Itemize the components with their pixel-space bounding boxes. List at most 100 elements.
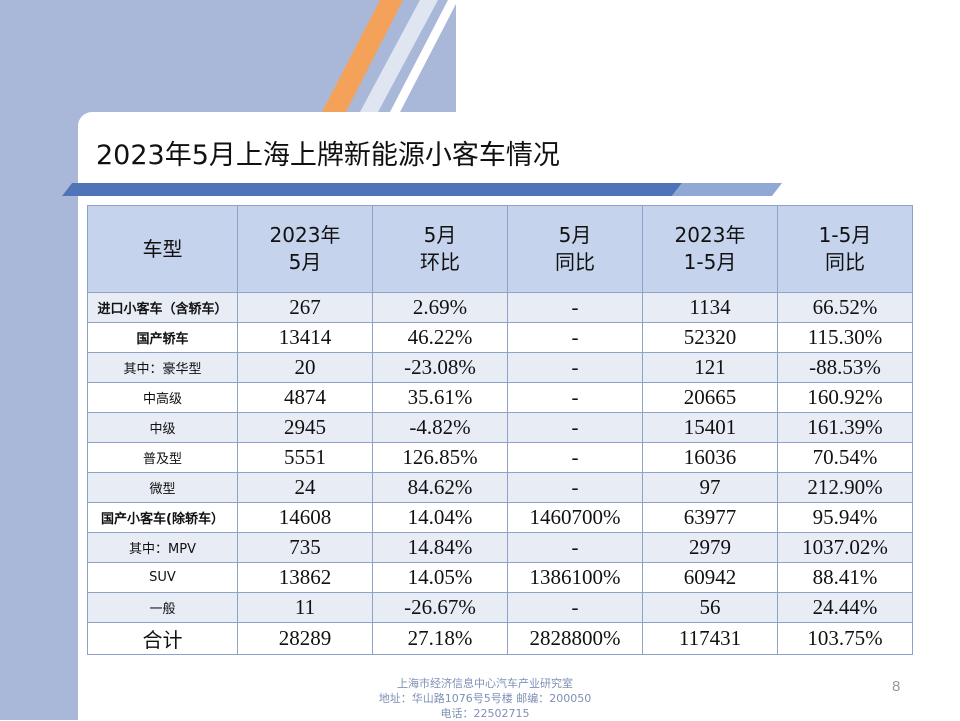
table-cell: 212.90% <box>777 472 913 503</box>
table-row: SUV 13862 14.05% 1386100% 60942 88.41% <box>87 562 913 593</box>
table-row: 国产轿车 13414 46.22% - 52320 115.30% <box>87 322 913 353</box>
header-cell: 5月 环比 <box>372 205 508 293</box>
table-cell: 1134 <box>642 292 778 323</box>
table-cell: 2945 <box>237 412 373 443</box>
table-cell: 126.85% <box>372 442 508 473</box>
header-cell: 2023年 5月 <box>237 205 373 293</box>
row-label: 一般 <box>87 592 238 623</box>
table-cell: 13414 <box>237 322 373 353</box>
header-cell: 车型 <box>87 205 238 293</box>
table-cell: 84.62% <box>372 472 508 503</box>
table-cell: 161.39% <box>777 412 913 443</box>
table-row: 普及型 5551 126.85% - 16036 70.54% <box>87 442 913 473</box>
row-label: SUV <box>87 562 238 593</box>
table-cell: 735 <box>237 532 373 563</box>
row-label: 合计 <box>87 622 238 655</box>
row-label: 国产轿车 <box>87 322 238 353</box>
table-cell: 95.94% <box>777 502 913 533</box>
table-cell: 11 <box>237 592 373 623</box>
row-label: 国产小客车(除轿车） <box>87 502 238 533</box>
table-cell: 56 <box>642 592 778 623</box>
row-label: 进口小客车（含轿车） <box>87 292 238 323</box>
row-label: 微型 <box>87 472 238 503</box>
table-cell: 46.22% <box>372 322 508 353</box>
table-row: 一般 11 -26.67% - 56 24.44% <box>87 592 913 623</box>
table-cell: 14.04% <box>372 502 508 533</box>
table-cell: 63977 <box>642 502 778 533</box>
table-cell: 70.54% <box>777 442 913 473</box>
table-cell: 24 <box>237 472 373 503</box>
row-label: 中高级 <box>87 382 238 413</box>
footer-organization: 上海市经济信息中心汽车产业研究室 <box>397 677 573 690</box>
table-cell: 27.18% <box>372 622 508 655</box>
table-cell: 16036 <box>642 442 778 473</box>
table-cell: 13862 <box>237 562 373 593</box>
footer-address: 地址：华山路1076号5号楼 邮编：200050 <box>378 692 592 705</box>
row-label: 其中：豪华型 <box>87 352 238 383</box>
table-cell: - <box>507 292 643 323</box>
table-cell: 5551 <box>237 442 373 473</box>
table-cell: 1037.02% <box>777 532 913 563</box>
header-cell: 1-5月 同比 <box>777 205 913 293</box>
table-cell: 66.52% <box>777 292 913 323</box>
table-cell: - <box>507 442 643 473</box>
table-header-row: 车型 2023年 5月 5月 环比 5月 同比 2023年 1-5月 1-5月 同比 <box>87 205 913 293</box>
footer-phone: 电话：22502715 <box>440 707 530 720</box>
table-cell: - <box>507 382 643 413</box>
table-row: 微型 24 84.62% - 97 212.90% <box>87 472 913 503</box>
table-cell: 28289 <box>237 622 373 655</box>
table-cell: 14608 <box>237 502 373 533</box>
decorative-stripes <box>322 0 458 112</box>
table-row: 其中：MPV 735 14.84% - 2979 1037.02% <box>87 532 913 563</box>
table-cell: 24.44% <box>777 592 913 623</box>
row-label: 中级 <box>87 412 238 443</box>
table-row: 进口小客车（含轿车） 267 2.69% - 1134 66.52% <box>87 292 913 323</box>
table-cell: 60942 <box>642 562 778 593</box>
row-label: 其中：MPV <box>87 532 238 563</box>
table-cell: 4874 <box>237 382 373 413</box>
footer-contact: 上海市经济信息中心汽车产业研究室 地址：华山路1076号5号楼 邮编：20005… <box>340 676 630 721</box>
table-cell: -23.08% <box>372 352 508 383</box>
table-cell: 15401 <box>642 412 778 443</box>
table-cell: 20665 <box>642 382 778 413</box>
table-cell: 52320 <box>642 322 778 353</box>
table-cell: 117431 <box>642 622 778 655</box>
slide-title: 2023年5月上海上牌新能源小客车情况 <box>96 140 560 171</box>
title-underline-band <box>42 183 782 196</box>
table-cell: - <box>507 352 643 383</box>
table-cell: 35.61% <box>372 382 508 413</box>
table-cell: 103.75% <box>777 622 913 655</box>
table-cell: 14.84% <box>372 532 508 563</box>
header-cell: 5月 同比 <box>507 205 643 293</box>
table-row: 中高级 4874 35.61% - 20665 160.92% <box>87 382 913 413</box>
header-cell: 2023年 1-5月 <box>642 205 778 293</box>
table-cell: - <box>507 592 643 623</box>
table-cell: 97 <box>642 472 778 503</box>
table-total-row: 合计 28289 27.18% 2828800% 117431 103.75% <box>87 622 913 655</box>
page-number: 8 <box>892 678 901 695</box>
table-cell: - <box>507 322 643 353</box>
table-row: 国产小客车(除轿车） 14608 14.04% 1460700% 63977 9… <box>87 502 913 533</box>
row-label: 普及型 <box>87 442 238 473</box>
table-cell: 121 <box>642 352 778 383</box>
table-cell: -4.82% <box>372 412 508 443</box>
table-cell: 267 <box>237 292 373 323</box>
table-cell: 2828800% <box>507 622 643 655</box>
table-cell: 160.92% <box>777 382 913 413</box>
table-cell: - <box>507 412 643 443</box>
table-cell: 2.69% <box>372 292 508 323</box>
table-cell: -88.53% <box>777 352 913 383</box>
nev-registration-table: 车型 2023年 5月 5月 环比 5月 同比 2023年 1-5月 1-5月 同比 进口… <box>87 205 913 655</box>
table-cell: 1386100% <box>507 562 643 593</box>
table-cell: 1460700% <box>507 502 643 533</box>
table-cell: 14.05% <box>372 562 508 593</box>
table-cell: 2979 <box>642 532 778 563</box>
table-cell: 115.30% <box>777 322 913 353</box>
table-row: 中级 2945 -4.82% - 15401 161.39% <box>87 412 913 443</box>
table-row: 其中：豪华型 20 -23.08% - 121 -88.53% <box>87 352 913 383</box>
table-cell: 88.41% <box>777 562 913 593</box>
table-cell: - <box>507 532 643 563</box>
table-cell: 20 <box>237 352 373 383</box>
table-cell: -26.67% <box>372 592 508 623</box>
table-cell: - <box>507 472 643 503</box>
